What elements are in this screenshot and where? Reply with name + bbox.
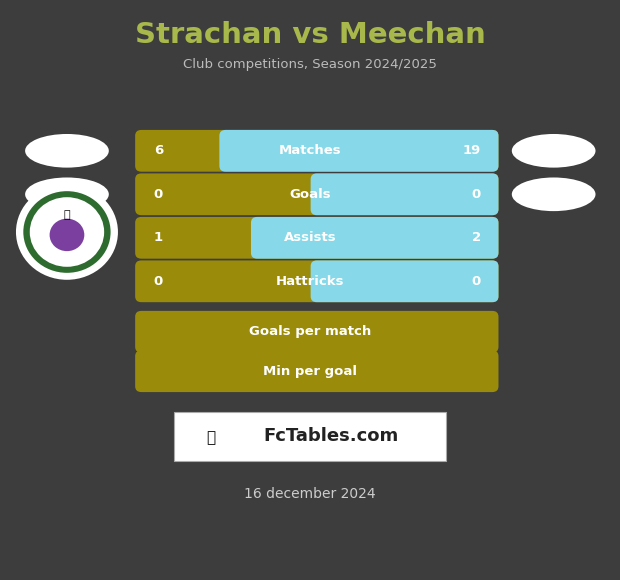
Ellipse shape [25, 177, 109, 211]
Text: Assists: Assists [284, 231, 336, 244]
FancyBboxPatch shape [174, 412, 446, 461]
FancyBboxPatch shape [135, 173, 498, 215]
Text: 📊: 📊 [206, 430, 215, 445]
Text: Matches: Matches [278, 144, 342, 157]
Circle shape [50, 219, 84, 251]
Text: 0: 0 [472, 188, 481, 201]
Text: FcTables.com: FcTables.com [264, 427, 399, 445]
FancyBboxPatch shape [219, 130, 498, 172]
FancyBboxPatch shape [311, 260, 498, 302]
Text: 6: 6 [154, 144, 163, 157]
Circle shape [24, 191, 110, 273]
FancyBboxPatch shape [311, 173, 498, 215]
Text: 🦅: 🦅 [64, 209, 70, 220]
FancyBboxPatch shape [135, 217, 498, 259]
Text: 2: 2 [472, 231, 481, 244]
Text: 0: 0 [154, 275, 163, 288]
FancyBboxPatch shape [135, 260, 498, 302]
Text: Goals: Goals [289, 188, 331, 201]
Circle shape [30, 197, 104, 267]
Text: 19: 19 [463, 144, 481, 157]
Text: 0: 0 [154, 188, 163, 201]
Ellipse shape [512, 177, 595, 211]
Bar [317, 266, 332, 296]
Text: 1: 1 [154, 231, 163, 244]
Text: 16 december 2024: 16 december 2024 [244, 487, 376, 501]
Bar [226, 136, 241, 166]
FancyBboxPatch shape [251, 217, 498, 259]
FancyBboxPatch shape [135, 350, 498, 392]
Ellipse shape [512, 134, 595, 168]
Bar [317, 179, 332, 209]
Text: 0: 0 [472, 275, 481, 288]
Text: Goals per match: Goals per match [249, 325, 371, 338]
Text: Strachan vs Meechan: Strachan vs Meechan [135, 21, 485, 49]
Text: Hattricks: Hattricks [276, 275, 344, 288]
FancyBboxPatch shape [135, 130, 498, 172]
Bar [257, 223, 273, 253]
Circle shape [17, 186, 117, 278]
Text: Min per goal: Min per goal [263, 365, 357, 378]
FancyBboxPatch shape [135, 311, 498, 353]
Ellipse shape [25, 134, 109, 168]
Text: Club competitions, Season 2024/2025: Club competitions, Season 2024/2025 [183, 59, 437, 71]
